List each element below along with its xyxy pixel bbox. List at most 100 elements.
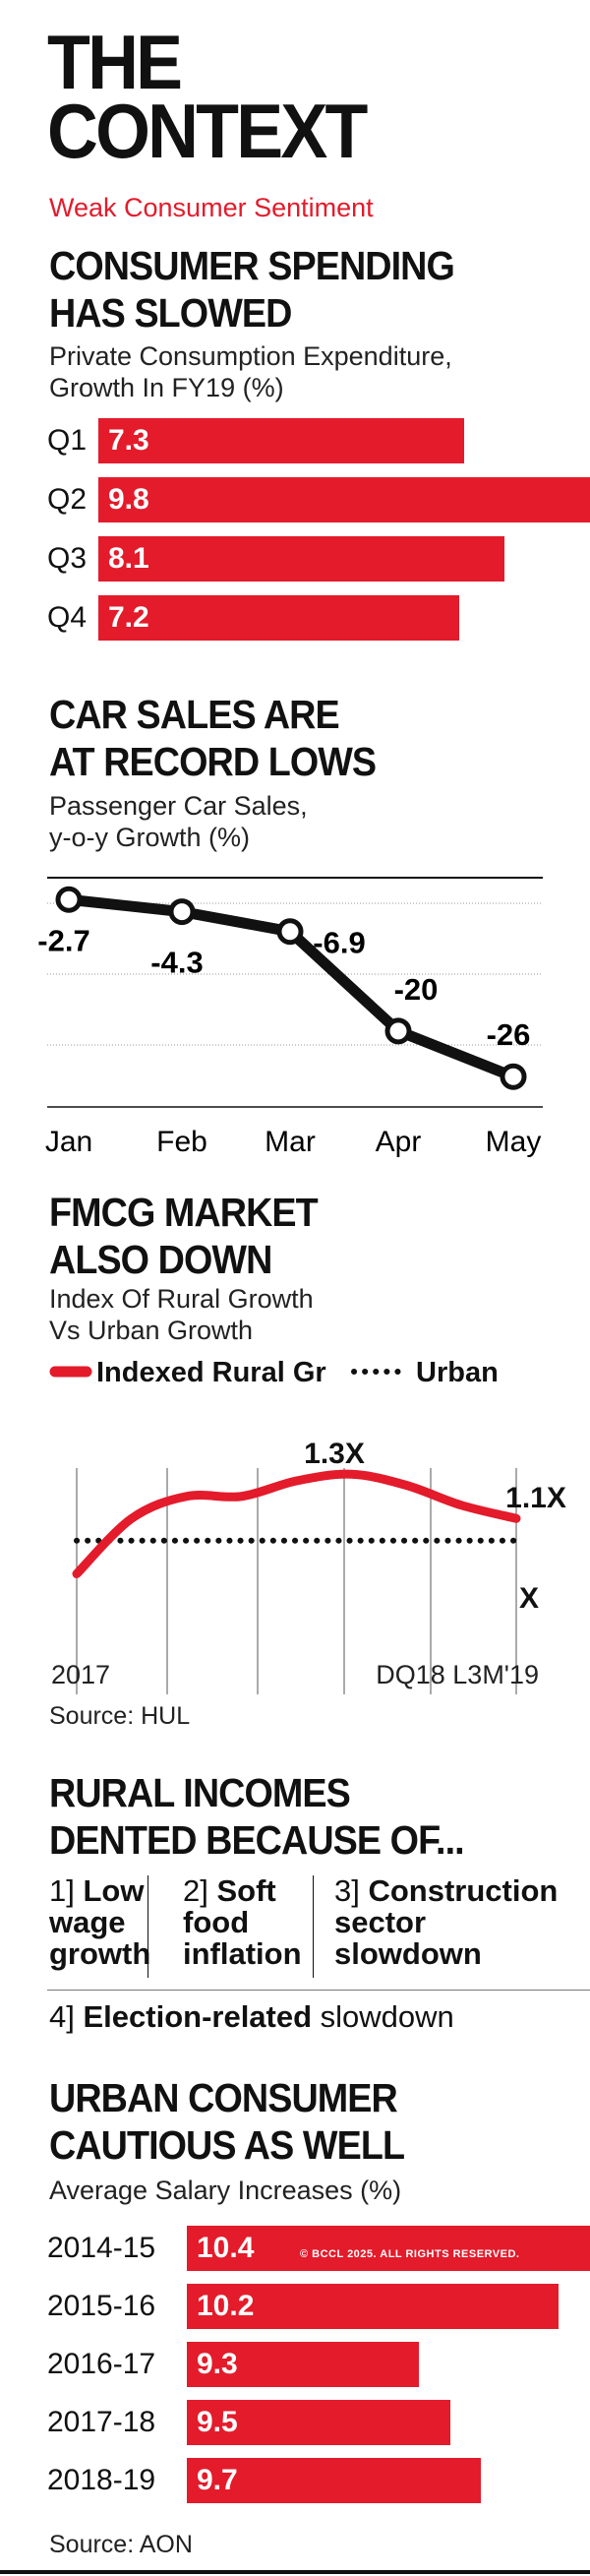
bar-value-label: 7.3 <box>108 424 149 457</box>
car-sales-title-line1: CAR SALES ARE <box>49 692 340 737</box>
bar-category-label: Q3 <box>47 542 88 575</box>
main-title: THE CONTEXT <box>47 19 368 174</box>
reason-3-line2: sector <box>334 1905 427 1939</box>
bar-category-label: 2015-16 <box>47 2290 156 2322</box>
bar: 9.7 <box>187 2458 482 2503</box>
fmcg-source: Source: HUL <box>49 1702 191 1730</box>
urban-title-line2: CAUTIOUS AS WELL <box>49 2122 405 2168</box>
bar: 9.5 <box>187 2400 450 2445</box>
rural-incomes-title: RURAL INCOMES DENTED BECAUSE OF... <box>49 1769 465 1864</box>
car-sales-title-line2: AT RECORD LOWS <box>49 739 377 784</box>
car-sales-line-chart: -2.7 -4.3 -6.9 -20 -26 Jan Feb Mar Apr May <box>37 877 543 1158</box>
bar: 9.3 <box>187 2342 420 2387</box>
fmcg-subtitle-line1: Index Of Rural Growth <box>49 1284 314 1314</box>
fmcg-subtitle-line2: Vs Urban Growth <box>49 1316 254 1345</box>
x-label-end: DQ18 L3M'19 <box>376 1660 539 1689</box>
fmcg-title: FMCG MARKET ALSO DOWN <box>49 1189 319 1283</box>
bar-value-label: 9.5 <box>197 2406 238 2438</box>
car-sales-subtitle-line2: y-o-y Growth (%) <box>49 823 251 852</box>
bar-value-label: 7.2 <box>108 601 149 634</box>
fmcg-line-chart: Indexed Rural Gr Urban 1.3X 1.1X X 2017 DQ18 L… <box>49 1357 566 1694</box>
header-subtitle: Weak Consumer Sentiment <box>49 193 374 222</box>
spending-subtitle-line1: Private Consumption Expenditure, <box>49 341 452 371</box>
bar-value-label: 9.3 <box>197 2348 238 2380</box>
rural-line <box>72 1469 521 1578</box>
reason-2-line2: food <box>183 1905 250 1939</box>
data-point <box>55 886 83 913</box>
bar-category-label: 2018-19 <box>47 2464 156 2496</box>
bar-category-label: Q1 <box>47 424 88 457</box>
bar-category-label: Q2 <box>47 483 88 516</box>
fmcg-subtitle: Index Of Rural Growth Vs Urban Growth <box>49 1283 314 1346</box>
car-sales-subtitle-line1: Passenger Car Sales, <box>49 791 308 821</box>
legend-rural-label: Indexed Rural Gr <box>96 1357 326 1388</box>
main-title-line2: CONTEXT <box>47 88 368 174</box>
spending-title-line1: CONSUMER SPENDING <box>49 243 455 288</box>
bar-value-label: 8.1 <box>108 542 149 575</box>
rural-incomes-title-line1: RURAL INCOMES <box>49 1770 351 1815</box>
urban-title-line1: URBAN CONSUMER <box>49 2075 398 2120</box>
reason-3-num: 3] <box>334 1873 360 1908</box>
reason-2-bold: Soft <box>216 1873 276 1908</box>
annotation-label: 1.1X <box>505 1482 566 1514</box>
data-label: -20 <box>394 972 439 1007</box>
annotation-label: 1.3X <box>304 1438 365 1470</box>
reason-1-num: 1] <box>49 1873 75 1908</box>
spending-subtitle-line2: Growth In FY19 (%) <box>49 373 284 402</box>
bar-category-label: 2017-18 <box>47 2406 156 2438</box>
spending-subtitle: Private Consumption Expenditure, Growth … <box>49 340 452 403</box>
bar: 7.2 <box>98 595 460 641</box>
data-label: -2.7 <box>37 923 89 957</box>
data-label: -6.9 <box>313 926 365 960</box>
data-point <box>168 898 196 926</box>
bar-value-label: 9.7 <box>197 2464 238 2496</box>
bar: 10.4 <box>187 2226 590 2271</box>
reason-3-line3: slowdown <box>334 1936 482 1971</box>
reason-2: 2] Soft food inflation <box>183 1875 321 1970</box>
bar: 10.2 <box>187 2284 560 2329</box>
fmcg-title-line2: ALSO DOWN <box>49 1237 272 1282</box>
reasons-rule <box>47 1990 590 1991</box>
data-point <box>384 1017 412 1045</box>
reason-4-num: 4] <box>49 1999 75 2034</box>
spending-title-line2: HAS SLOWED <box>49 290 292 336</box>
x-tick-label: May <box>486 1126 542 1158</box>
reason-2-line3: inflation <box>183 1936 302 1971</box>
bottom-rule <box>0 2570 590 2574</box>
fmcg-title-line1: FMCG MARKET <box>49 1190 319 1235</box>
spending-bar-chart: Q1 7.3 Q2 9.8 Q3 8.1 Q4 7.2 <box>47 418 590 654</box>
copyright-watermark: © BCCL 2025. ALL RIGHTS RESERVED. <box>300 2248 520 2260</box>
reason-1-line2: wage <box>49 1905 126 1939</box>
bar-value-label: 10.4 <box>197 2232 255 2264</box>
bar-value-label: 9.8 <box>108 483 149 516</box>
data-point <box>500 1063 527 1090</box>
reason-2-num: 2] <box>183 1873 208 1908</box>
car-sales-title: CAR SALES ARE AT RECORD LOWS <box>49 691 377 785</box>
reason-3-bold: Construction <box>368 1873 559 1908</box>
reason-4: 4] Election-related slowdown <box>49 2001 454 2033</box>
main-title-line1: THE <box>47 19 183 105</box>
reason-1-bold: Low <box>83 1873 145 1908</box>
urban-title: URBAN CONSUMER CAUTIOUS AS WELL <box>49 2074 405 2169</box>
data-label: -4.3 <box>150 946 203 980</box>
spending-title: CONSUMER SPENDING HAS SLOWED <box>49 242 455 337</box>
salary-bar-chart: 2014-15 10.4 2015-16 10.2 2016-17 9.3 2017-18 9… <box>47 2226 590 2521</box>
x-tick-label: Feb <box>156 1126 207 1158</box>
rural-incomes-title-line2: DENTED BECAUSE OF... <box>49 1817 465 1863</box>
x-label-start: 2017 <box>51 1660 110 1689</box>
annotation-label: X <box>519 1582 539 1615</box>
bar: 8.1 <box>98 536 505 582</box>
data-point <box>276 918 304 946</box>
car-sales-subtitle: Passenger Car Sales, y-o-y Growth (%) <box>49 790 308 853</box>
reason-1-line3: growth <box>49 1936 151 1971</box>
data-label: -26 <box>487 1017 531 1052</box>
reason-1: 1] Low wage growth <box>49 1875 197 1970</box>
reason-3: 3] Construction sector slowdown <box>334 1875 585 1970</box>
reason-divider-2 <box>313 1875 314 1978</box>
reason-4-bold: Election-related <box>83 1999 313 2034</box>
x-tick-label: Mar <box>265 1126 316 1158</box>
aon-source: Source: AON <box>49 2531 193 2558</box>
bar-category-label: Q4 <box>47 601 88 634</box>
x-tick-label: Apr <box>376 1126 422 1158</box>
bar: 9.8 <box>98 477 590 522</box>
